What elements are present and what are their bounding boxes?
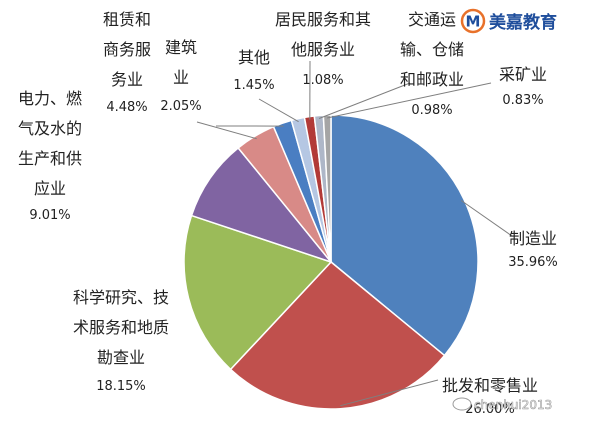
slice-label: 制造业 35.96% (508, 229, 558, 270)
logo-text: 美嘉教育 (489, 12, 557, 33)
slice-label: 其他 1.45% (233, 48, 274, 93)
slice-category-label: 采矿业 (499, 65, 547, 84)
slice-value-label: 9.01% (29, 208, 70, 223)
slice-category-label: 批发和零售业 (442, 376, 538, 395)
slice-category-label: 务业 (111, 70, 143, 89)
slice-category-label: 他服务业 (291, 40, 355, 59)
slice-category-label: 勘查业 (97, 348, 145, 367)
slice-category-label: 交通运 (408, 10, 456, 29)
slice-value-label: 4.48% (106, 100, 147, 115)
slice-category-label: 和邮政业 (400, 70, 464, 89)
slice-category-label: 居民服务和其 (275, 10, 371, 29)
chat-bubble-icon (453, 398, 471, 410)
slice-category-label: 科学研究、技 (73, 288, 169, 307)
pie-slices (184, 115, 478, 409)
slice-category-label: 输、仓储 (400, 40, 464, 59)
slice-category-label: 商务服 (103, 40, 151, 59)
slice-category-label: 其他 (238, 48, 270, 67)
slice-category-label: 制造业 (509, 229, 557, 248)
slice-category-label: 租赁和 (103, 10, 151, 29)
slice-category-label: 业 (173, 68, 189, 87)
slice-value-label: 18.15% (96, 379, 146, 394)
slice-category-label: 术服务和地质 (73, 318, 169, 337)
slice-category-label: 建筑 (165, 38, 197, 57)
slice-category-label: 应业 (34, 179, 66, 198)
slice-category-label: 电力、燃 (18, 89, 82, 108)
slice-value-label: 35.96% (508, 255, 558, 270)
slice-value-label: 0.98% (411, 103, 452, 118)
slice-value-label: 0.83% (502, 93, 543, 108)
slice-label: 建筑业 2.05% (160, 38, 201, 114)
leader-line (319, 83, 410, 119)
watermark-text: chenhui2013 (474, 398, 552, 412)
slice-label: 采矿业 0.83% (499, 65, 547, 108)
slice-category-label: 生产和供 (18, 149, 82, 168)
brand-logo: M 美嘉教育 (462, 10, 557, 33)
logo-letter: M (466, 13, 481, 31)
slice-value-label: 1.08% (302, 73, 343, 88)
leader-line (197, 122, 257, 139)
leader-line (259, 99, 299, 122)
slice-value-label: 2.05% (160, 99, 201, 114)
slice-value-label: 1.45% (233, 78, 274, 93)
slice-category-label: 气及水的 (18, 119, 82, 138)
